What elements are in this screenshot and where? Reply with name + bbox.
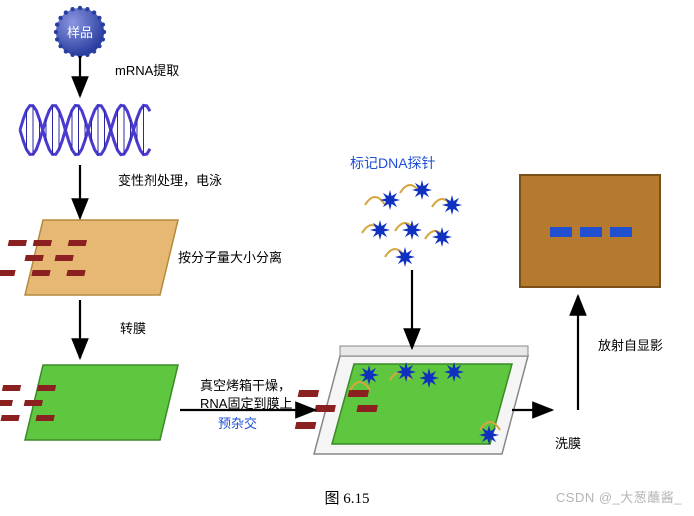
membrane-band <box>36 415 55 421</box>
star-on-membrane <box>419 368 439 388</box>
label-transfer: 转膜 <box>120 321 146 336</box>
film-band <box>610 227 632 237</box>
star-free <box>412 180 432 200</box>
figure-caption: 图 6.15 <box>324 487 369 508</box>
star-on-membrane <box>396 362 416 382</box>
star-free <box>402 220 422 240</box>
membrane-band <box>2 385 21 391</box>
star-free <box>395 247 415 267</box>
film-band <box>580 227 602 237</box>
label-probe: 标记DNA探针 <box>350 155 436 171</box>
membrane-band <box>0 400 13 406</box>
star-free <box>370 220 390 240</box>
label-fix1: 真空烤箱干燥， <box>200 378 291 393</box>
label-separate: 按分子量大小分离 <box>178 250 282 265</box>
hybrid-band <box>356 405 377 412</box>
hybrid-band <box>295 422 316 429</box>
hybrid-band <box>298 390 319 397</box>
star-on-membrane <box>359 365 379 385</box>
gel-band <box>8 240 27 246</box>
membrane-plate <box>25 365 178 440</box>
membrane-band <box>24 400 43 406</box>
sample-label: 样品 <box>67 25 93 40</box>
gel-band <box>33 240 52 246</box>
gel-band <box>25 255 44 261</box>
probe-free <box>365 197 385 205</box>
hybrid-band <box>314 405 335 412</box>
gel-band <box>0 270 16 276</box>
star-free <box>380 190 400 210</box>
gel-band <box>31 270 50 276</box>
watermark: CSDN @_大葱蘸酱_ <box>556 487 682 506</box>
star-free <box>432 227 452 247</box>
film-band <box>550 227 572 237</box>
gel-band <box>66 270 85 276</box>
label-prehyb: 预杂交 <box>218 416 257 431</box>
gel-band <box>68 240 87 246</box>
label-fix2: RNA固定到膜上 <box>200 396 292 411</box>
label-autorad: 放射自显影 <box>598 338 663 353</box>
star-on-membrane <box>479 425 499 445</box>
diagram-canvas: 样品 mRNA提取变性剂处理，电泳按分子量大小分离转膜真空烤箱干燥， RNA固定到膜… <box>0 0 694 516</box>
star-on-membrane <box>444 362 464 382</box>
label-mrna_extract: mRNA提取 <box>115 63 179 78</box>
gel-plate <box>25 220 178 295</box>
membrane-band <box>1 415 20 421</box>
star-free <box>442 195 462 215</box>
label-denature: 变性剂处理，电泳 <box>118 173 222 188</box>
membrane-band <box>37 385 56 391</box>
gel-band <box>55 255 74 261</box>
label-wash: 洗膜 <box>555 436 581 451</box>
hybrid-band <box>348 390 369 397</box>
